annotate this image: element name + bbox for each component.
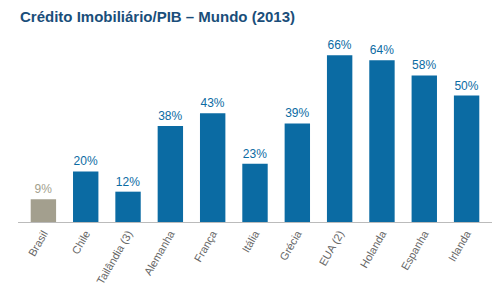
svg-text:Irlanda: Irlanda xyxy=(446,228,474,264)
svg-text:39%: 39% xyxy=(285,106,309,120)
svg-text:Itália: Itália xyxy=(239,228,261,255)
svg-text:Espanha: Espanha xyxy=(399,228,432,272)
svg-text:20%: 20% xyxy=(74,154,98,168)
svg-text:38%: 38% xyxy=(158,109,182,123)
svg-text:50%: 50% xyxy=(454,79,478,93)
svg-text:58%: 58% xyxy=(412,58,436,72)
svg-text:Alemanha: Alemanha xyxy=(142,228,178,278)
svg-text:Holanda: Holanda xyxy=(358,228,389,270)
svg-text:23%: 23% xyxy=(243,147,267,161)
svg-text:66%: 66% xyxy=(327,38,351,52)
svg-text:França: França xyxy=(192,228,220,264)
svg-text:Chile: Chile xyxy=(69,228,92,256)
svg-text:9%: 9% xyxy=(35,182,53,196)
svg-text:43%: 43% xyxy=(201,96,225,110)
svg-text:Tailândia (3): Tailândia (3) xyxy=(94,228,134,286)
svg-text:Brasil: Brasil xyxy=(26,228,50,258)
svg-text:EUA (2): EUA (2) xyxy=(316,228,346,267)
svg-text:64%: 64% xyxy=(370,43,394,57)
svg-text:Crédito Imobiliário/PIB – Mund: Crédito Imobiliário/PIB – Mundo (2013) xyxy=(20,8,295,25)
svg-text:12%: 12% xyxy=(116,175,140,189)
svg-text:Grécia: Grécia xyxy=(277,228,304,263)
